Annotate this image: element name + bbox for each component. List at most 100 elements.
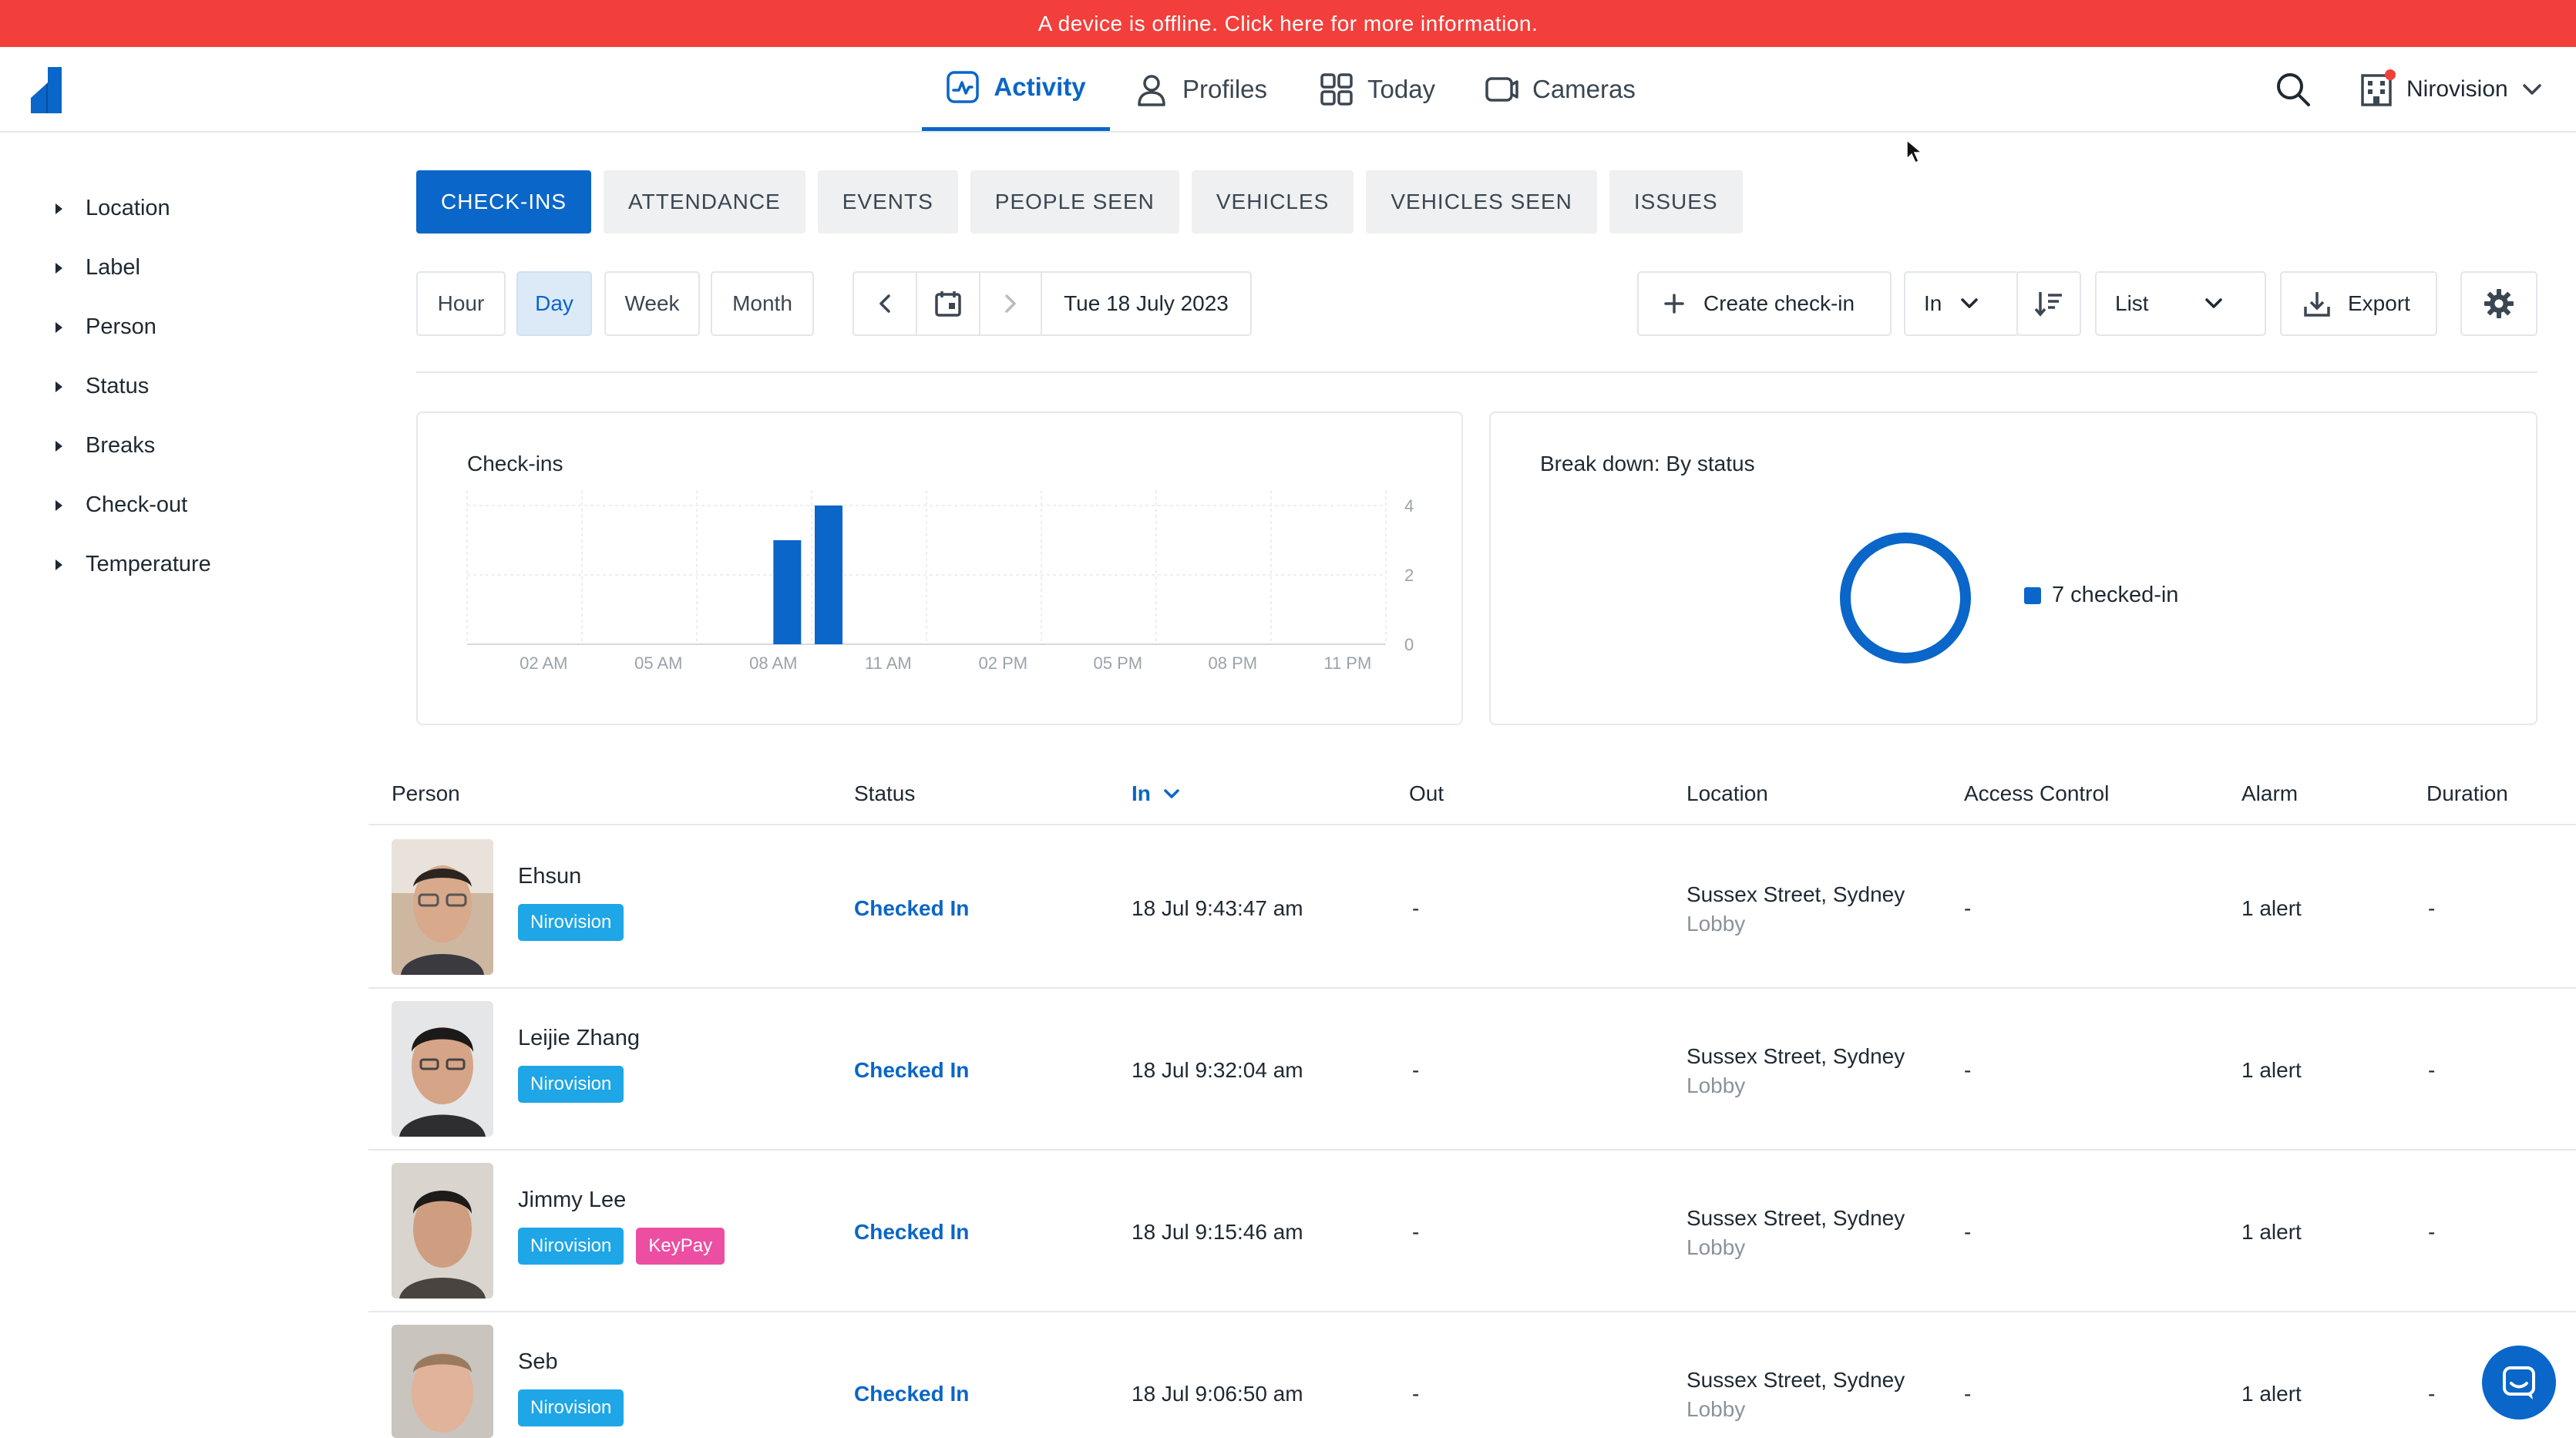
check-in-time: 18 Jul 9:43:47 am: [1132, 896, 1303, 920]
label-badge[interactable]: KeyPay: [636, 1228, 725, 1265]
column-header-in[interactable]: In: [1132, 781, 1180, 806]
create-check-in-button[interactable]: Create check-in: [1637, 271, 1892, 336]
column-header-out[interactable]: Out: [1409, 781, 1444, 805]
direction-value: In: [1924, 291, 1942, 315]
table-row[interactable]: Jimmy Lee Nirovision KeyPay Checked In 1…: [368, 1151, 2576, 1312]
column-header-duration[interactable]: Duration: [2426, 781, 2508, 805]
range-day-button[interactable]: Day: [516, 271, 592, 336]
filter-label: Breaks: [86, 433, 156, 458]
grid-icon: [1320, 72, 1353, 106]
status-link[interactable]: Checked In: [854, 896, 970, 920]
x-tick-label: 08 AM: [749, 653, 797, 673]
tab-vehicles[interactable]: VEHICLES: [1191, 170, 1354, 234]
sort-order-button[interactable]: [2016, 271, 2081, 336]
chevron-left-icon: [879, 294, 890, 313]
status-link[interactable]: Checked In: [854, 1058, 970, 1082]
top-navigation: Activity Profiles Today Cameras: [0, 47, 2576, 133]
filter-location[interactable]: Location: [46, 179, 355, 238]
tab-vehicles-seen[interactable]: VEHICLES SEEN: [1366, 170, 1597, 234]
filter-status[interactable]: Status: [46, 357, 355, 416]
donut-legend: 7 checked-in: [2024, 583, 2178, 608]
legend-swatch: [2024, 586, 2041, 604]
filter-label: Status: [86, 374, 150, 398]
person-name[interactable]: Seb: [518, 1349, 558, 1374]
offline-alert-text: A device is offline. Click here for more…: [1037, 11, 1539, 35]
nav-tab-cameras[interactable]: Cameras: [1485, 47, 1636, 131]
offline-alert-banner[interactable]: A device is offline. Click here for more…: [0, 0, 2576, 47]
avatar: [392, 1325, 493, 1438]
access-control-value: -: [1964, 1220, 1972, 1244]
column-header-access-control[interactable]: Access Control: [1964, 781, 2110, 805]
label-badges: Nirovision KeyPay: [518, 1228, 725, 1265]
bar: [773, 540, 802, 644]
alarm-value[interactable]: 1 alert: [2241, 1058, 2302, 1082]
tab-events[interactable]: EVENTS: [817, 170, 958, 234]
filter-label[interactable]: Label: [46, 238, 355, 297]
export-button[interactable]: Export: [2280, 271, 2437, 336]
bar: [815, 506, 842, 644]
nirovision-logo[interactable]: [29, 67, 63, 113]
table-row[interactable]: Seb Nirovision Checked In 18 Jul 9:06:50…: [368, 1312, 2576, 1438]
column-header-alarm[interactable]: Alarm: [2241, 781, 2299, 805]
column-header-person[interactable]: Person: [392, 781, 460, 805]
chevron-down-icon: [2205, 298, 2222, 308]
x-tick-label: 05 PM: [1094, 653, 1143, 673]
view-mode-select[interactable]: List: [2095, 271, 2266, 336]
range-hour-button[interactable]: Hour: [416, 271, 506, 336]
settings-button[interactable]: [2460, 271, 2537, 336]
nav-tab-label: Profiles: [1182, 74, 1268, 103]
tab-check-ins[interactable]: CHECK-INS: [416, 170, 592, 234]
direction-select[interactable]: In: [1904, 271, 2019, 336]
table-row[interactable]: Ehsun Nirovision Checked In 18 Jul 9:43:…: [368, 827, 2576, 989]
sub-location: Lobby: [1687, 1235, 1746, 1259]
range-week-button[interactable]: Week: [604, 271, 700, 336]
tab-people-seen[interactable]: PEOPLE SEEN: [970, 170, 1179, 234]
duration-value: -: [2428, 1220, 2436, 1244]
filter-person[interactable]: Person: [46, 297, 355, 357]
avatar: [392, 1001, 493, 1137]
next-date-button[interactable]: [980, 273, 1042, 334]
previous-date-button[interactable]: [854, 273, 917, 334]
create-check-in-label: Create check-in: [1703, 291, 1855, 315]
label-badge[interactable]: Nirovision: [518, 1228, 624, 1265]
table-row[interactable]: Leijie Zhang Nirovision Checked In 18 Ju…: [368, 989, 2576, 1151]
column-header-location[interactable]: Location: [1687, 781, 1768, 805]
label-badge[interactable]: Nirovision: [518, 1066, 624, 1103]
calendar-button[interactable]: [917, 273, 980, 334]
x-tick-label: 08 PM: [1209, 653, 1258, 673]
alarm-value[interactable]: 1 alert: [2241, 896, 2302, 920]
selected-date[interactable]: Tue 18 July 2023: [1064, 291, 1229, 315]
tab-issues[interactable]: ISSUES: [1609, 170, 1743, 234]
caret-right-icon: [55, 381, 62, 392]
y-tick-label: 2: [1404, 566, 1414, 585]
filter-temperature[interactable]: Temperature: [46, 535, 355, 594]
nav-tab-profiles[interactable]: Profiles: [1135, 47, 1267, 131]
chevron-down-icon: [2522, 84, 2541, 95]
sub-location: Lobby: [1687, 1073, 1746, 1097]
filter-check-out[interactable]: Check-out: [46, 475, 355, 535]
filter-label: Temperature: [86, 552, 211, 576]
person-name[interactable]: Leijie Zhang: [518, 1026, 640, 1050]
chat-launcher-button[interactable]: [2482, 1346, 2556, 1420]
person-name[interactable]: Jimmy Lee: [518, 1188, 627, 1212]
range-month-button[interactable]: Month: [711, 271, 814, 336]
person-name[interactable]: Ehsun: [518, 864, 582, 889]
tab-attendance[interactable]: ATTENDANCE: [604, 170, 805, 234]
organization-switcher[interactable]: Nirovision: [2360, 69, 2542, 109]
label-badge[interactable]: Nirovision: [518, 1389, 624, 1426]
breakdown-title: Break down: By status: [1540, 452, 1755, 475]
alarm-value[interactable]: 1 alert: [2241, 1220, 2302, 1244]
nav-tab-today[interactable]: Today: [1320, 47, 1435, 131]
label-badge[interactable]: Nirovision: [518, 904, 624, 941]
search-icon[interactable]: [2274, 70, 2312, 109]
nav-tab-activity[interactable]: Activity: [922, 47, 1110, 131]
check-in-time: 18 Jul 9:06:50 am: [1132, 1382, 1303, 1406]
column-header-status[interactable]: Status: [854, 781, 916, 805]
filter-breaks[interactable]: Breaks: [46, 416, 355, 475]
access-control-value: -: [1964, 1382, 1972, 1406]
status-link[interactable]: Checked In: [854, 1220, 970, 1244]
x-tick-label: 02 PM: [979, 653, 1028, 673]
access-control-value: -: [1964, 1058, 1972, 1082]
status-link[interactable]: Checked In: [854, 1382, 970, 1406]
alarm-value[interactable]: 1 alert: [2241, 1382, 2302, 1406]
